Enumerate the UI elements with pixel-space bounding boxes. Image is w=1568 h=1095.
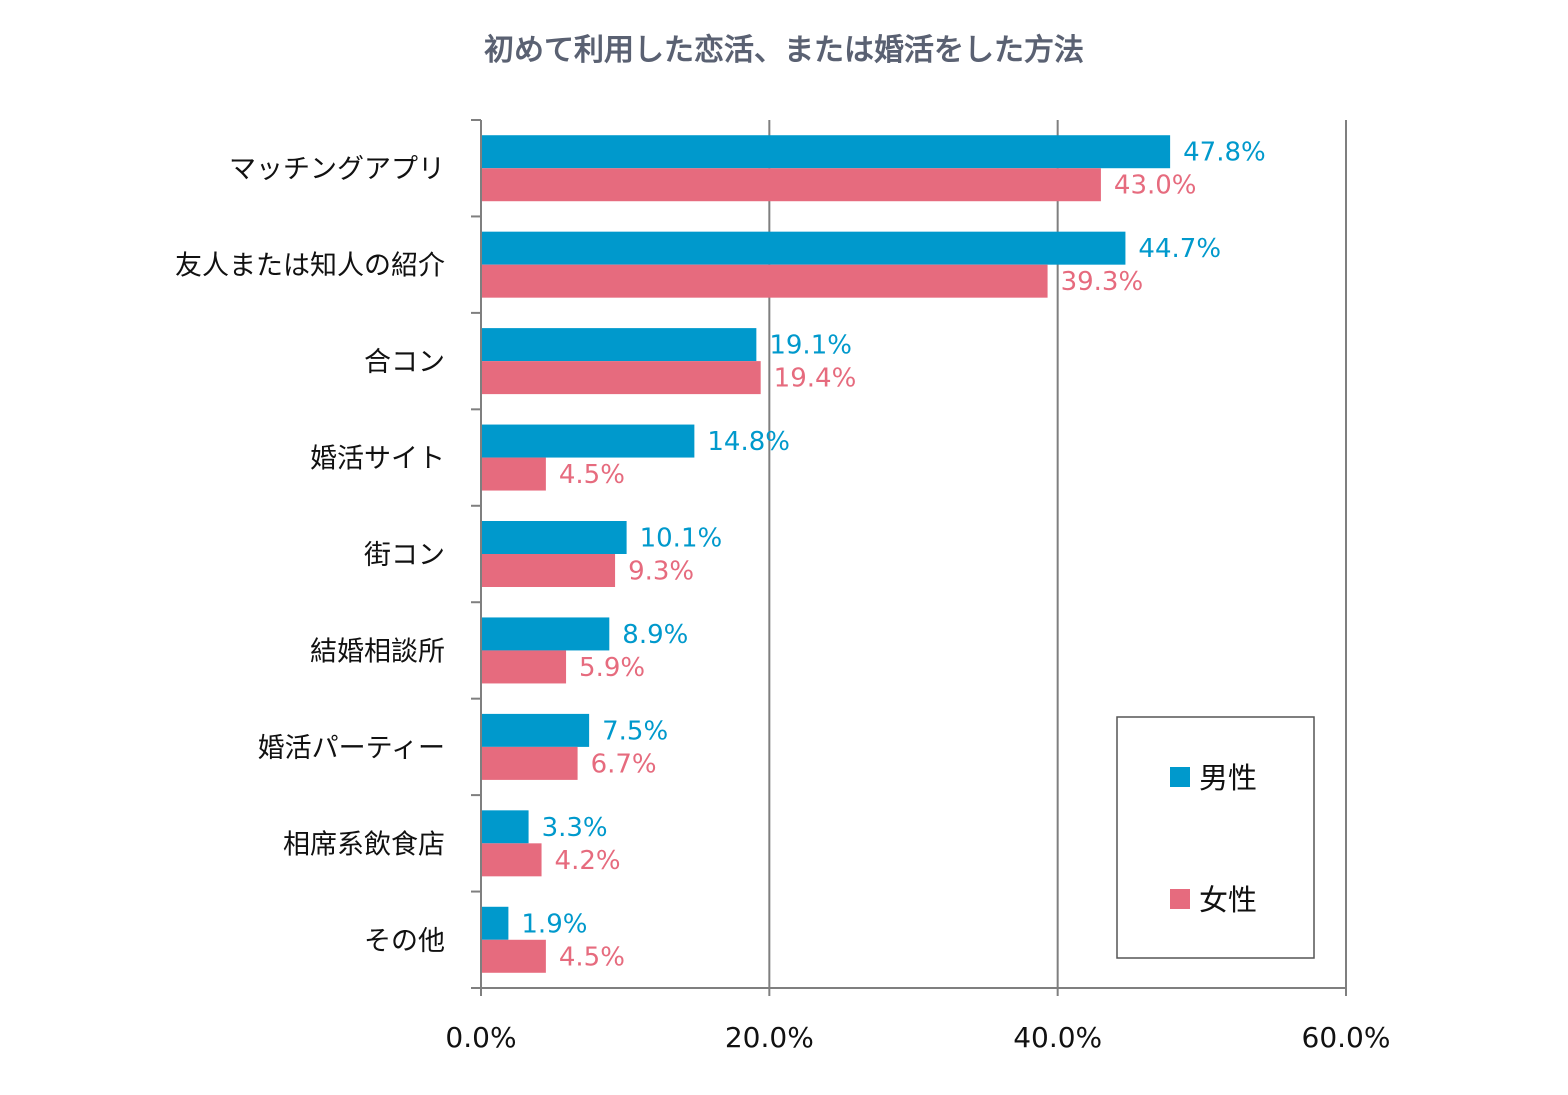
- bar-female: [481, 361, 761, 395]
- x-tick-label: 0.0%: [445, 1021, 516, 1054]
- category-label: 婚活パーティー: [258, 733, 445, 764]
- data-label: 6.7%: [591, 749, 657, 779]
- legend-label-male: 男性: [1199, 761, 1257, 795]
- bar-male: [481, 424, 695, 458]
- bar-female: [481, 168, 1101, 202]
- legend-label-female: 女性: [1199, 883, 1257, 917]
- x-tick-label: 60.0%: [1302, 1021, 1391, 1054]
- bar-female: [481, 554, 616, 587]
- category-label: 相席系飲食店: [283, 829, 445, 860]
- legend-swatch-male: [1170, 767, 1190, 787]
- data-labels: 47.8% 44.7% 19.1% 14.8% 10.1% 8.9% 7.5% 3.3% 1.9…: [521, 138, 1265, 973]
- data-label: 9.3%: [628, 557, 694, 587]
- bar-male: [481, 328, 757, 362]
- bar-female: [481, 650, 567, 684]
- data-label: 44.7%: [1138, 234, 1221, 264]
- bar-female: [481, 843, 542, 877]
- legend-swatch-female: [1170, 889, 1190, 909]
- data-label: 39.3%: [1061, 267, 1144, 297]
- bar-female: [481, 457, 546, 491]
- data-label: 19.4%: [774, 364, 857, 394]
- category-label: 婚活サイト: [310, 444, 445, 475]
- axes: 0.0% 20.0% 40.0% 60.0% マッチングアプリ友人または知人の紹介合コン…: [175, 119, 1391, 1054]
- bar-male: [481, 521, 627, 554]
- data-label: 19.1%: [769, 331, 852, 361]
- category-label: 結婚相談所: [310, 636, 445, 667]
- category-label: マッチングアプリ: [229, 154, 445, 185]
- bars: [481, 135, 1171, 973]
- category-label: 合コン: [364, 347, 445, 378]
- data-label: 10.1%: [640, 524, 723, 554]
- bar-male: [481, 135, 1171, 169]
- data-label: 1.9%: [521, 909, 587, 939]
- category-label: その他: [364, 926, 445, 957]
- data-label: 14.8%: [707, 427, 790, 457]
- bar-female: [481, 939, 546, 973]
- bar-female: [481, 746, 578, 780]
- data-label: 7.5%: [602, 716, 668, 746]
- bar-male: [481, 906, 509, 940]
- data-label: 4.5%: [559, 942, 625, 972]
- legend: 男性 女性: [1116, 716, 1315, 959]
- chart-title: 初めて利用した恋活、または婚活をした方法: [484, 33, 1084, 68]
- legend-box: [1116, 716, 1315, 959]
- x-tick-label: 40.0%: [1013, 1021, 1102, 1054]
- data-label: 47.8%: [1183, 138, 1266, 168]
- data-label: 3.3%: [542, 813, 608, 843]
- bar-male: [481, 713, 590, 747]
- bar-male: [481, 231, 1126, 265]
- x-tick-label: 20.0%: [725, 1021, 814, 1054]
- data-label: 4.2%: [555, 846, 621, 876]
- data-label: 43.0%: [1114, 171, 1197, 201]
- data-label: 4.5%: [559, 460, 625, 490]
- category-label: 友人または知人の紹介: [175, 251, 445, 282]
- bar-male: [481, 617, 610, 651]
- bar-male: [481, 810, 529, 844]
- category-label: 街コン: [364, 540, 445, 571]
- data-label: 5.9%: [579, 653, 645, 683]
- bar-female: [481, 264, 1048, 298]
- data-label: 8.9%: [622, 620, 688, 650]
